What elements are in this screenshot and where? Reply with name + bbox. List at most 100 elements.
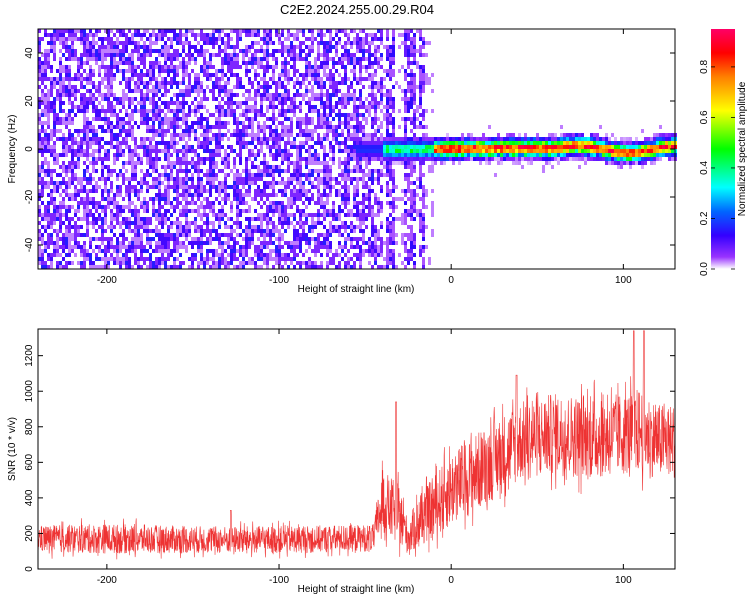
heatmap-cell [266,65,269,69]
heatmap-cell [341,233,344,237]
heatmap-cell [56,97,59,101]
heatmap-cell [305,133,308,137]
heatmap-cell [260,65,263,69]
heatmap-cell [56,241,59,245]
heatmap-cell [212,97,215,101]
heatmap-cell [95,169,98,173]
heatmap-cell [398,197,401,201]
heatmap-cell [215,213,218,217]
heatmap-cell [56,37,59,41]
heatmap-cell [155,245,158,249]
heatmap-cell [107,105,110,109]
heatmap-cell [338,173,341,177]
heatmap-cell [110,61,113,65]
heatmap-cell [206,205,209,209]
heatmap-cell [128,133,131,137]
heatmap-cell [203,265,206,269]
heatmap-cell [191,85,194,89]
heatmap-cell [269,85,272,89]
heatmap-cell [338,205,341,209]
heatmap-cell [341,177,344,181]
heatmap-cell [59,193,62,197]
heatmap-cell [158,173,161,177]
heatmap-cell [362,149,365,153]
heatmap-cell [356,253,359,257]
heatmap-cell [320,241,323,245]
heatmap-cell [335,61,338,65]
heatmap-cell [257,129,260,133]
heatmap-cell [59,93,62,97]
heatmap-cell [290,57,293,61]
heatmap-cell [350,169,353,173]
heatmap-cell [338,241,341,245]
heatmap-cell [143,261,146,265]
heatmap-cell [53,45,56,49]
heatmap-cell [218,89,221,93]
heatmap-cell [251,161,254,165]
heatmap-cell [326,153,329,157]
heatmap-cell [386,45,389,49]
heatmap-cell [164,101,167,105]
heatmap-cell [263,121,266,125]
heatmap-cell [134,257,137,261]
heatmap-cell [134,149,137,153]
heatmap-cell [275,57,278,61]
heatmap-cell [374,169,377,173]
heatmap-cell [83,93,86,97]
heatmap-cell [65,137,68,141]
heatmap-cell [131,61,134,65]
heatmap-cell [47,185,50,189]
heatmap-cell [311,29,314,33]
heatmap-cell [137,241,140,245]
heatmap-cell [224,213,227,217]
heatmap-cell [38,101,41,105]
heatmap-cell [377,169,380,173]
heatmap-cell [296,189,299,193]
heatmap-cell [245,245,248,249]
heatmap-cell [155,49,158,53]
heatmap-cell [176,105,179,109]
heatmap-cell [287,265,290,269]
heatmap-cell [143,65,146,69]
heatmap-cell [38,229,41,233]
heatmap-cell [305,85,308,89]
heatmap-cell [344,125,347,129]
heatmap-cell [86,57,89,61]
heatmap-cell [179,169,182,173]
heatmap-cell [68,117,71,121]
heatmap-cell [305,113,308,117]
heatmap-cell [125,137,128,141]
heatmap-cell [293,101,296,105]
heatmap-cell [338,29,341,33]
heatmap-cell [158,133,161,137]
heatmap-cell [395,197,398,201]
heatmap-cell [179,105,182,109]
heatmap-cell [218,45,221,49]
heatmap-cell [395,217,398,221]
heatmap-cell [185,33,188,37]
heatmap-cell [347,157,350,161]
heatmap-cell [191,209,194,213]
heatmap-cell [89,201,92,205]
heatmap-cell [251,61,254,65]
heatmap-cell [248,69,251,73]
heatmap-cell [92,49,95,53]
heatmap-cell [179,245,182,249]
heatmap-cell [203,89,206,93]
heatmap-cell [212,33,215,37]
heatmap-cell [38,77,41,81]
heatmap-cell [104,77,107,81]
heatmap-cell [62,141,65,145]
heatmap-cell [140,161,143,165]
heatmap-cell [131,245,134,249]
heatmap-cell [182,33,185,37]
heatmap-cell [131,229,134,233]
heatmap-cell [164,53,167,57]
heatmap-cell [146,233,149,237]
heatmap-cell [77,57,80,61]
heatmap-cell [185,205,188,209]
heatmap-cell [284,153,287,157]
heatmap-cell [263,137,266,141]
heatmap-cell [263,253,266,257]
heatmap-cell [224,89,227,93]
